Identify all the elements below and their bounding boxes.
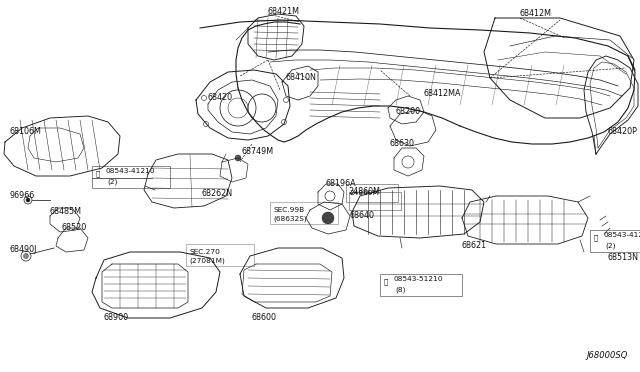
Text: 68600: 68600 [252,314,277,323]
Bar [380,274,462,296]
Circle shape [26,198,30,202]
Text: (2): (2) [107,179,118,185]
Text: 68640: 68640 [350,212,375,221]
Bar [346,184,398,202]
Text: Ⓢ: Ⓢ [96,171,100,177]
Text: Ⓢ: Ⓢ [594,235,598,241]
Text: 68421M: 68421M [268,7,300,16]
Circle shape [24,253,29,259]
Circle shape [322,212,334,224]
Bar [92,166,170,188]
Text: (2): (2) [605,243,616,249]
Text: 68749M: 68749M [242,148,274,157]
Text: 68490J: 68490J [10,244,37,253]
Text: 68420P: 68420P [608,128,638,137]
Text: SEC.270: SEC.270 [189,249,220,255]
Text: 68412M: 68412M [519,10,551,19]
Text: 24860M: 24860M [349,190,379,196]
Text: 68520: 68520 [62,224,87,232]
Text: (27081M): (27081M) [189,258,225,264]
Text: J68000SQ: J68000SQ [587,351,628,360]
Bar [270,202,338,224]
Text: 68106M: 68106M [10,128,42,137]
Text: 68200: 68200 [396,108,421,116]
Bar [590,230,640,252]
Text: Ⓢ: Ⓢ [384,279,388,285]
Circle shape [235,155,241,161]
Text: 68621: 68621 [462,241,487,250]
Text: SEC.99B: SEC.99B [273,207,304,213]
Text: (8): (8) [395,287,406,293]
Text: 08543-51210: 08543-51210 [393,276,443,282]
Text: 96966: 96966 [10,192,35,201]
Text: 68485M: 68485M [50,206,82,215]
Text: 68412MA: 68412MA [424,90,461,99]
Text: 68900: 68900 [104,314,129,323]
Text: 68196A: 68196A [326,179,356,187]
Text: 08543-41210: 08543-41210 [105,168,155,174]
Text: 24860M: 24860M [348,187,380,196]
Bar [349,192,401,210]
Text: 68410N: 68410N [286,74,317,83]
Text: 08543-41210: 08543-41210 [603,232,640,238]
Text: (68632S): (68632S) [273,216,307,222]
Text: 68262N: 68262N [202,189,233,198]
Bar [186,244,254,266]
Text: 68630: 68630 [390,140,415,148]
Text: 68420: 68420 [208,93,233,102]
Text: 68513N: 68513N [608,253,639,263]
